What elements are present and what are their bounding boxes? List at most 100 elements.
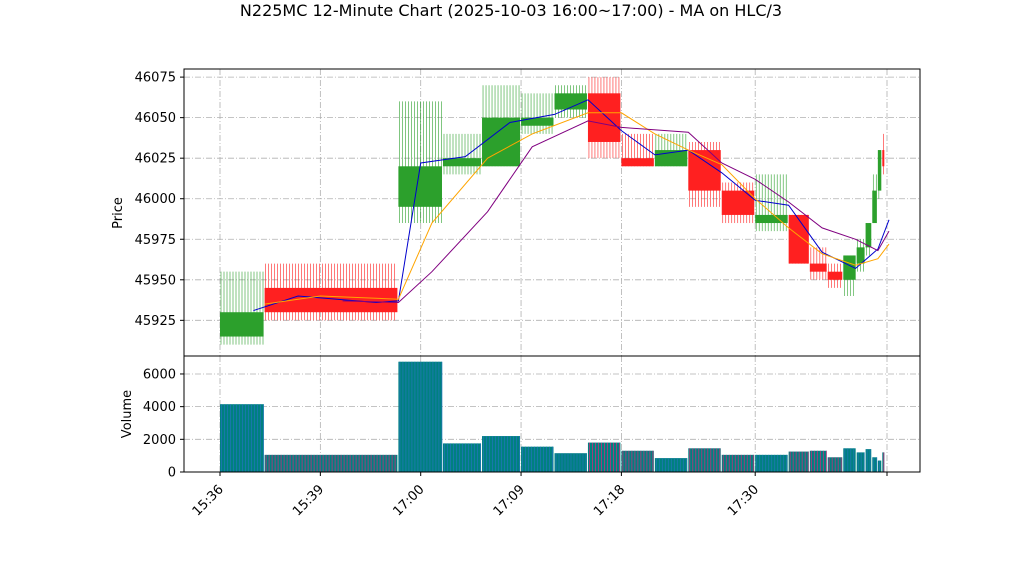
candle-body <box>856 247 865 264</box>
volume-bar-fill <box>788 451 809 472</box>
candle-body <box>587 93 621 142</box>
volume-bar <box>398 361 443 472</box>
candle <box>521 93 554 134</box>
candle <box>827 263 843 288</box>
volume-bar <box>721 454 755 472</box>
x-tick-label: 17:00 <box>390 482 427 519</box>
volume-bar <box>443 443 482 472</box>
candle-body <box>443 158 482 167</box>
price-tick-label: 45950 <box>135 273 176 288</box>
volume-bar <box>865 449 872 472</box>
volume-bar-fill <box>872 457 877 472</box>
volume-bar <box>688 448 721 472</box>
price-tick-label: 46050 <box>135 111 176 126</box>
candle <box>721 182 755 224</box>
candle-body <box>827 271 843 280</box>
volume-bar <box>264 454 398 472</box>
ma-line <box>253 99 890 312</box>
candle <box>554 85 587 118</box>
volume-bar <box>554 453 587 472</box>
candle <box>621 133 654 167</box>
candle <box>788 214 809 264</box>
candle <box>482 85 521 167</box>
volume-bar <box>809 450 827 472</box>
candle <box>443 133 482 175</box>
candle-body <box>721 190 755 215</box>
candle <box>398 101 442 224</box>
candle-body <box>788 214 809 264</box>
volume-bar <box>882 452 885 472</box>
volume-tick-label: 6000 <box>143 367 176 382</box>
candle-body <box>521 117 554 126</box>
volume-bar <box>788 451 809 472</box>
candle <box>882 133 885 175</box>
x-tick-label: 15:39 <box>290 482 327 519</box>
volume-bar-fill <box>398 361 442 472</box>
candle-body <box>809 263 827 272</box>
volume-bar <box>877 460 882 472</box>
volume-bar-fill <box>482 436 521 472</box>
candle <box>809 247 827 280</box>
price-axis-label: Price <box>111 197 126 229</box>
volume-bar-fill <box>843 448 856 472</box>
volume-bars <box>220 361 885 472</box>
volume-bar <box>654 458 688 472</box>
candle-body <box>482 117 521 167</box>
price-tick-label: 45975 <box>135 233 176 248</box>
volume-bar <box>621 450 654 472</box>
x-tick-label: 17:18 <box>591 482 628 519</box>
volume-bar <box>856 452 865 472</box>
candle <box>872 174 877 224</box>
volume-axis-label: Volume <box>120 390 135 438</box>
volume-tick-label: 0 <box>168 466 176 481</box>
price-y-axis: 45925 45950 45975 46000 46025 46050 46075 <box>135 71 184 329</box>
volume-bar <box>521 446 554 472</box>
candle-body <box>688 150 721 191</box>
candle-body <box>872 190 877 224</box>
candle <box>654 133 688 167</box>
volume-y-axis: 0 2000 4000 6000 <box>143 367 184 481</box>
price-tick-label: 46025 <box>135 152 176 167</box>
candlesticks <box>220 77 885 345</box>
volume-bar <box>872 457 878 472</box>
price-tick-label: 46075 <box>135 71 176 86</box>
volume-bar-fill <box>264 454 398 472</box>
volume-tick-label: 2000 <box>143 433 176 448</box>
volume-bar <box>220 404 264 472</box>
candle-body <box>554 93 587 110</box>
volume-bar <box>482 436 521 472</box>
volume-bar-fill <box>856 452 865 472</box>
volume-bar-fill <box>809 450 827 472</box>
volume-bar-fill <box>865 449 872 472</box>
candle-body <box>865 223 872 248</box>
candle <box>220 271 264 345</box>
candle <box>877 150 882 199</box>
ma-line <box>342 120 890 304</box>
volume-bar <box>587 442 621 472</box>
volume-bar <box>843 448 856 472</box>
candle-body <box>882 150 885 167</box>
candle-body <box>621 158 654 167</box>
x-tick-label: 15:36 <box>190 482 227 519</box>
volume-bar-fill <box>220 404 264 472</box>
candle <box>865 223 872 256</box>
candle-body <box>220 312 264 337</box>
volume-bar <box>755 454 788 472</box>
volume-panel-frame <box>183 355 921 473</box>
candle <box>587 77 621 159</box>
volume-tick-label: 4000 <box>143 400 176 415</box>
x-axis: 15:36 15:39 17:00 17:09 17:18 17:30 <box>190 472 888 519</box>
volume-bar-fill <box>882 452 885 472</box>
volume-bar <box>827 457 843 472</box>
x-tick-label: 17:09 <box>491 482 528 519</box>
candle-body <box>398 166 442 207</box>
chart-title: N225MC 12-Minute Chart (2025-10-03 16:00… <box>239 1 783 20</box>
ma-line <box>264 112 890 305</box>
moving-average-lines <box>253 99 890 312</box>
candle-body <box>755 214 788 224</box>
price-tick-label: 45925 <box>135 314 176 329</box>
candle-body <box>877 150 882 191</box>
candle <box>264 263 398 321</box>
price-tick-label: 46000 <box>135 192 176 207</box>
